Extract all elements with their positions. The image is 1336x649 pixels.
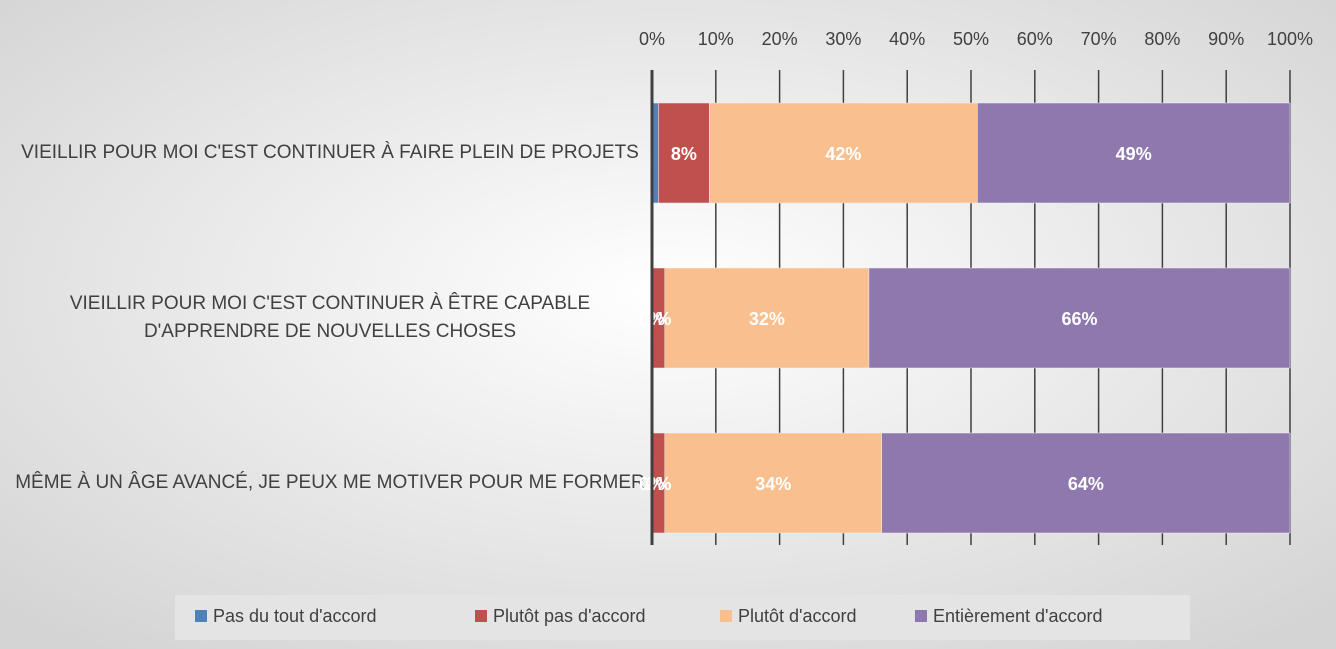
legend-marker <box>720 610 732 622</box>
x-tick-label: 70% <box>1081 29 1117 49</box>
x-tick-label: 60% <box>1017 29 1053 49</box>
legend-label: Plutôt pas d'accord <box>493 606 646 626</box>
category-label: VIEILLIR POUR MOI C'EST CONTINUER À FAIR… <box>21 142 639 163</box>
category-label: VIEILLIR POUR MOI C'EST CONTINUER À ÊTRE… <box>69 293 591 342</box>
bar-segment <box>664 267 870 369</box>
x-tick-label: 50% <box>953 29 989 49</box>
x-tick-label: 100% <box>1267 29 1313 49</box>
x-tick-label: 40% <box>889 29 925 49</box>
legend-marker <box>475 610 487 622</box>
bar-segment <box>709 102 978 204</box>
data-label: 32% <box>749 309 785 329</box>
data-label: 2% <box>645 309 671 329</box>
legend-label: Pas du tout d'accord <box>213 606 377 626</box>
data-label: 34% <box>755 474 791 494</box>
category-label: MÊME À UN ÂGE AVANCÉ, JE PEUX ME MOTIVER… <box>15 472 645 493</box>
legend-box <box>175 595 1190 640</box>
bar-segment <box>868 267 1291 369</box>
x-tick-label: 0% <box>639 29 665 49</box>
legend-label: Entièrement d'accord <box>933 606 1103 626</box>
data-label: 66% <box>1061 309 1097 329</box>
bar-segment <box>881 432 1291 534</box>
x-tick-label: 30% <box>825 29 861 49</box>
x-tick-label: 20% <box>762 29 798 49</box>
data-label: 2% <box>645 474 671 494</box>
data-label: 42% <box>825 144 861 164</box>
legend-label: Plutôt d'accord <box>738 606 857 626</box>
legend-marker <box>195 610 207 622</box>
x-tick-label: 80% <box>1144 29 1180 49</box>
legend-marker <box>915 610 927 622</box>
bar-segment <box>658 102 710 204</box>
data-label: 64% <box>1068 474 1104 494</box>
category-label-text: MÊME À UN ÂGE AVANCÉ, JE PEUX ME MOTIVER… <box>15 472 645 493</box>
x-tick-label: 10% <box>698 29 734 49</box>
bar-segment <box>664 432 882 534</box>
category-label-text: VIEILLIR POUR MOI C'EST CONTINUER À FAIR… <box>21 142 639 163</box>
category-label-text: VIEILLIR POUR MOI C'EST CONTINUER À ÊTRE… <box>69 293 591 342</box>
data-label: 8% <box>671 144 697 164</box>
data-label: 49% <box>1116 144 1152 164</box>
x-tick-label: 90% <box>1208 29 1244 49</box>
bar-segment <box>977 102 1291 204</box>
